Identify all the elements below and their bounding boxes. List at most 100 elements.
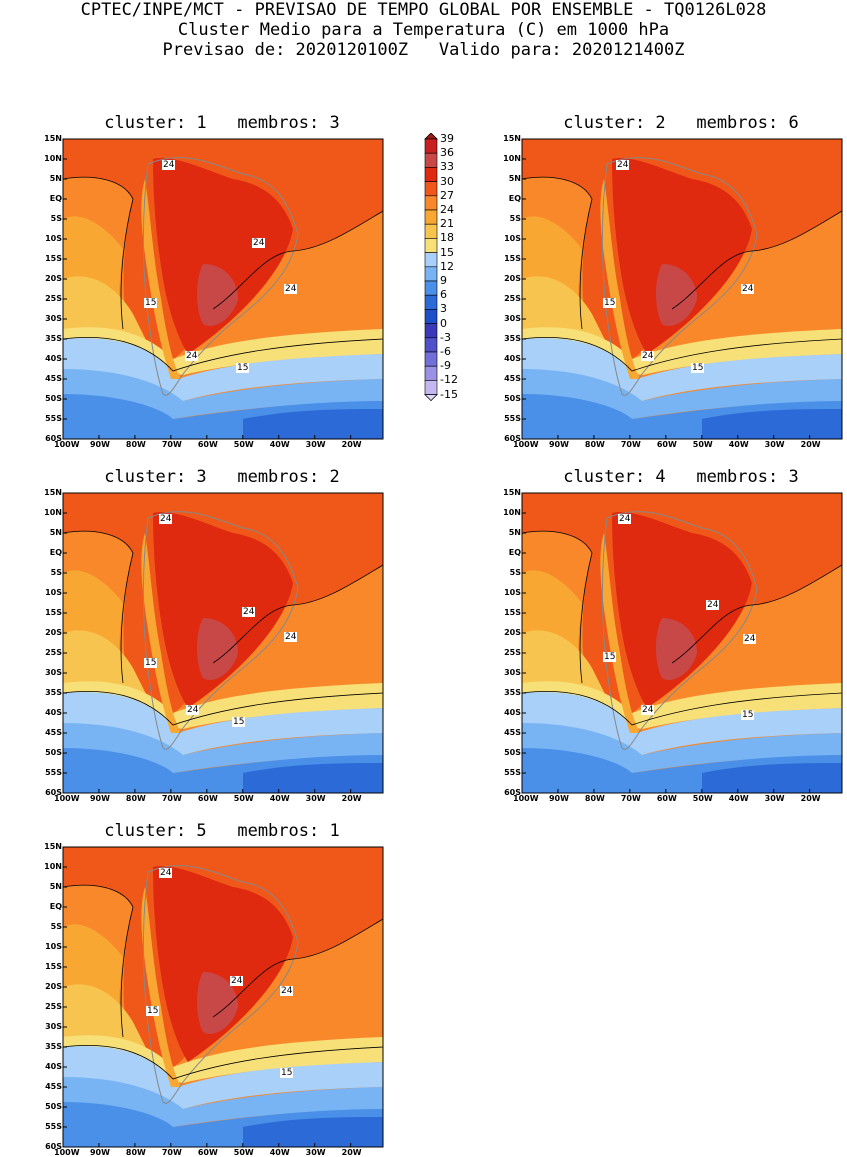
lat-tick-label: 30S: [504, 314, 521, 323]
lat-tick-label: 30S: [45, 668, 62, 677]
lat-tick-label: 15S: [45, 254, 62, 263]
contour-label: 15: [144, 658, 158, 668]
contour-label: 24: [230, 976, 244, 986]
lon-tick-label: 50W: [233, 794, 254, 803]
lon-tick-label: 40W: [728, 794, 749, 803]
colorbar-label: 30: [440, 174, 454, 188]
lat-tick-label: 50S: [45, 394, 62, 403]
lon-tick-label: 40W: [269, 794, 290, 803]
contour-label: 15: [691, 363, 705, 373]
lat-tick-label: 45S: [504, 374, 521, 383]
contour-label: 24: [159, 868, 173, 878]
temperature-land-hot: [612, 512, 752, 708]
lon-tick-label: 50W: [233, 440, 254, 449]
lat-tick-label: EQ: [49, 902, 62, 911]
map-5: [62, 846, 384, 1148]
lat-tick-label: 35S: [45, 334, 62, 343]
lon-tick-label: 70W: [620, 440, 641, 449]
contour-label: 24: [186, 705, 200, 715]
lon-tick-label: 20W: [800, 794, 821, 803]
lat-tick-label: 10S: [504, 588, 521, 597]
contour-label: 15: [603, 652, 617, 662]
lat-tick-label: 40S: [45, 354, 62, 363]
lat-tick-label: 50S: [504, 394, 521, 403]
contour-label: 24: [159, 514, 173, 524]
lat-tick-label: 30S: [45, 1022, 62, 1031]
temperature-land-cold: [141, 887, 181, 1087]
contour-15: [62, 336, 384, 372]
temperature-land-hot: [153, 512, 293, 708]
contour-label: 24: [284, 284, 298, 294]
colorbar-label: 12: [440, 259, 454, 273]
lon-tick-label: 70W: [620, 794, 641, 803]
lon-tick-label: 20W: [341, 794, 362, 803]
colorbar-segment: [424, 152, 438, 168]
contour-label: 24: [641, 705, 655, 715]
lat-tick-label: 60S: [45, 1142, 62, 1151]
temperature-band-3: [243, 1117, 383, 1147]
lon-tick-label: 20W: [800, 440, 821, 449]
lat-tick-label: 50S: [504, 748, 521, 757]
lat-tick-label: 20S: [504, 628, 521, 637]
colorbar-svg: [424, 132, 438, 402]
lat-tick-label: 25S: [504, 294, 521, 303]
lat-tick-label: EQ: [508, 194, 521, 203]
lon-tick-label: 40W: [269, 440, 290, 449]
lat-tick-label: 15S: [504, 254, 521, 263]
lat-tick-label: 60S: [504, 434, 521, 443]
colorbar-label: -12: [440, 373, 458, 387]
lat-tick-label: 40S: [45, 708, 62, 717]
lon-tick-label: 90W: [548, 794, 569, 803]
map-frame: [62, 138, 384, 440]
lat-tick-label: 25S: [45, 1002, 62, 1011]
temperature-band-3: [702, 763, 842, 793]
lat-tick-label: 55S: [45, 1122, 62, 1131]
colorbar-label: -15: [440, 387, 458, 401]
map-frame: [62, 846, 384, 1148]
lat-tick-label: 15N: [503, 134, 521, 143]
contour-24-east: [212, 210, 384, 310]
lat-tick-label: 10S: [45, 234, 62, 243]
lat-tick-label: 60S: [45, 434, 62, 443]
lon-tick-label: 70W: [161, 1148, 182, 1157]
lon-tick-label: 70W: [161, 440, 182, 449]
temperature-land-cold: [141, 533, 181, 733]
lon-tick-label: 60W: [656, 794, 677, 803]
lat-tick-label: 10N: [503, 508, 521, 517]
colorbar-segment: [424, 280, 438, 296]
lat-tick-label: 15N: [44, 842, 62, 851]
lat-tick-label: 5S: [50, 568, 62, 577]
colorbar-label: 0: [440, 316, 447, 330]
lon-tick-label: 90W: [89, 440, 110, 449]
colorbar-segment: [424, 238, 438, 253]
lat-tick-label: 10S: [504, 234, 521, 243]
colorbar-segment: [424, 380, 438, 395]
colorbar-segment: [424, 223, 438, 239]
colorbar-label: 18: [440, 231, 454, 245]
map-frame: [521, 492, 843, 794]
temperature-land-hotter: [656, 264, 697, 327]
lon-tick-label: 90W: [89, 794, 110, 803]
contour-label: 24: [641, 351, 655, 361]
contour-label: 15: [146, 1006, 160, 1016]
lon-tick-label: 80W: [584, 794, 605, 803]
lat-tick-label: 25S: [504, 648, 521, 657]
lat-tick-label: 40S: [45, 1062, 62, 1071]
colorbar-segment: [424, 351, 438, 367]
contour-label: 24: [252, 238, 266, 248]
contour-label: 24: [284, 632, 298, 642]
colorbar-segment: [424, 195, 438, 211]
contour-label: 15: [232, 717, 246, 727]
contour-label: 15: [603, 298, 617, 308]
lon-tick-label: 30W: [305, 1148, 326, 1157]
lat-tick-label: 45S: [45, 728, 62, 737]
lat-tick-label: 15S: [45, 608, 62, 617]
lat-tick-label: 55S: [45, 414, 62, 423]
contour-15: [521, 336, 843, 372]
lat-tick-label: 30S: [45, 314, 62, 323]
contour-15: [521, 690, 843, 726]
lat-tick-label: 10S: [45, 942, 62, 951]
lat-tick-label: 5N: [49, 882, 62, 891]
colorbar-segment: [424, 365, 438, 381]
contour-15: [62, 1044, 384, 1080]
